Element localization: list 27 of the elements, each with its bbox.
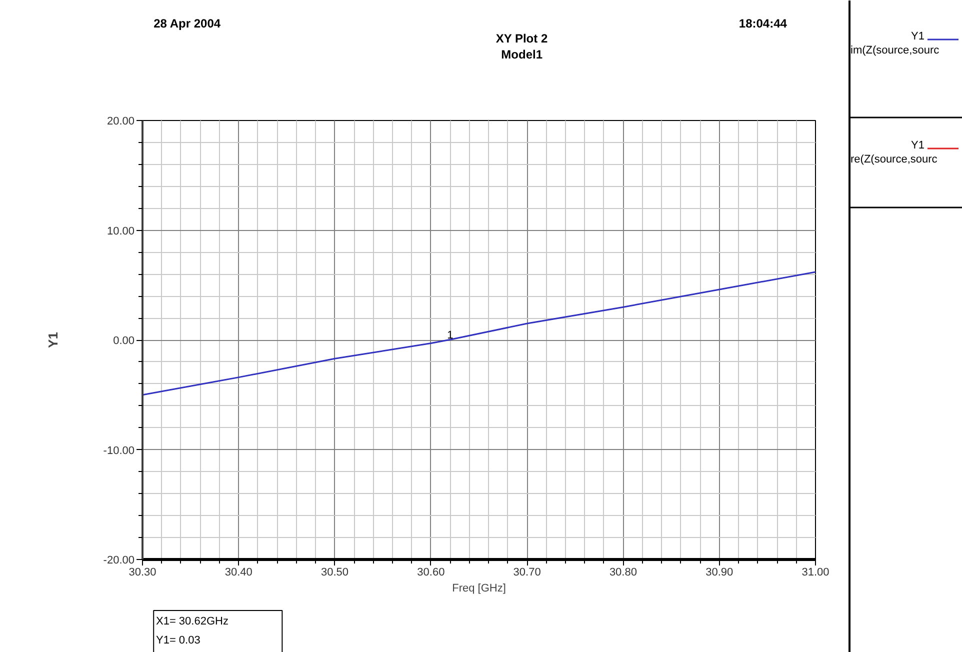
y-tick-label: 10.00 [106, 225, 135, 238]
text: 18:04:44 [738, 16, 788, 30]
x-tick-label: 30.80 [609, 566, 637, 578]
x-axis-title: Freq [GHz] [452, 582, 506, 594]
y-tick-label: -20.00 [103, 554, 135, 566]
y-tick-label: -10.00 [103, 444, 135, 457]
y-tick-label: 20.00 [106, 116, 135, 128]
x-tick-label: 30.40 [224, 566, 252, 578]
chart-subtitle: Model1 [501, 48, 543, 62]
x-tick-label: 30.50 [321, 566, 349, 578]
chart-title: XY Plot 2 [496, 32, 548, 46]
text: Y1= 0.03 [156, 634, 200, 646]
legend-label: im(Z(source,sourc [850, 44, 940, 56]
text: 28 Apr 2004 [154, 16, 221, 30]
x-tick-label: 31.00 [802, 566, 830, 578]
annotation: 1 [447, 330, 454, 342]
text: Y1 [911, 140, 925, 152]
y-tick-label: 0.00 [113, 335, 135, 347]
x-tick-label: 30.60 [417, 566, 445, 578]
x-tick-label: 30.90 [706, 566, 734, 578]
line-series [142, 271, 816, 396]
text: Y1 [911, 30, 925, 42]
x-tick-label: 30.30 [128, 566, 156, 578]
x-tick-label: 30.70 [513, 566, 541, 578]
text: X1= 30.62GHz [156, 616, 228, 628]
legend-label: re(Z(source,sourc [850, 154, 938, 166]
y-axis-title: Y1 [45, 332, 60, 348]
